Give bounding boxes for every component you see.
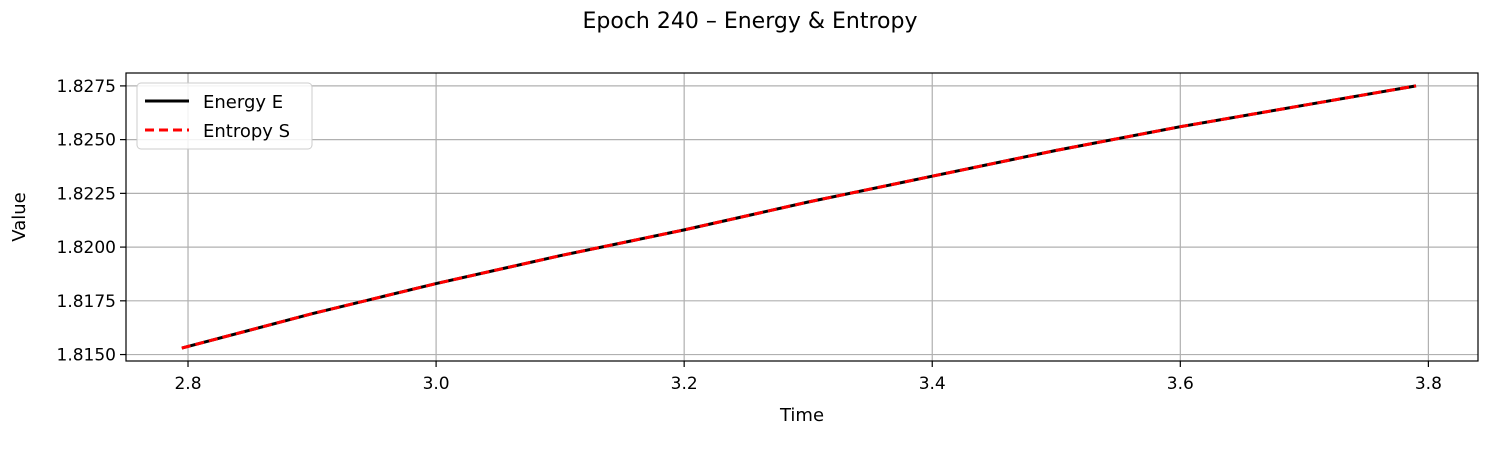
series-line-energy [181,84,1417,350]
series-lines [181,84,1417,350]
legend-label: Entropy S [203,121,290,142]
plot-frame [125,72,1479,362]
x-axis: 2.8 3.0 3.2 3.4 3.6 3.8 [174,361,1442,394]
x-tick-label: 2.8 [174,374,201,394]
chart-title: Epoch 240 – Energy & Entropy [583,9,918,34]
y-tick-label: 1.8225 [57,184,116,204]
legend: Energy E Entropy S [136,82,313,150]
grid [126,73,1478,361]
series-line-entropy [181,84,1417,350]
legend-label: Energy E [203,92,283,113]
x-tick-label: 3.8 [1415,374,1442,394]
x-axis-label: Time [779,405,824,426]
x-tick-label: 3.4 [919,374,946,394]
x-tick-label: 3.2 [671,374,698,394]
y-axis-label: Value [9,192,30,241]
y-tick-label: 1.8150 [57,346,116,366]
x-tick-label: 3.6 [1167,374,1194,394]
y-tick-label: 1.8175 [57,292,116,312]
y-axis: 1.8150 1.8175 1.8200 1.8225 1.8250 1.8275 [57,77,126,366]
y-tick-label: 1.8275 [57,77,116,97]
x-tick-label: 3.0 [423,374,450,394]
y-tick-label: 1.8250 [57,131,116,151]
y-tick-label: 1.8200 [57,238,116,258]
